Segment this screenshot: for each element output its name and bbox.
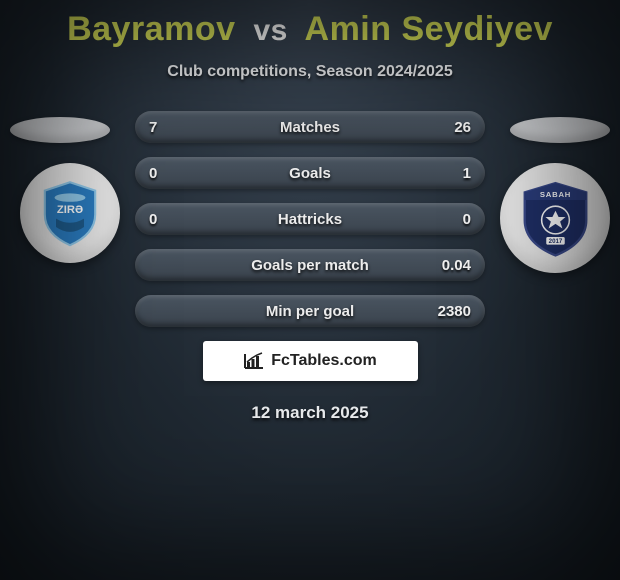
svg-text:ZIRƏ: ZIRƏ <box>57 204 83 216</box>
stat-right-value: 26 <box>431 119 471 136</box>
brand-text: FcTables.com <box>271 352 377 370</box>
stat-left-value: 7 <box>149 119 189 136</box>
vs-label: vs <box>253 14 287 47</box>
comparison-content: ZIRƏ SABAH 2017 7 Matches 26 0 Goals 1 0… <box>0 111 620 423</box>
brand-banner: FcTables.com <box>203 341 418 381</box>
zire-shield-icon: ZIRƏ <box>35 178 105 248</box>
stat-right-value: 0.04 <box>431 257 471 274</box>
stat-row: 0 Goals 1 <box>135 157 485 189</box>
date-label: 12 march 2025 <box>0 403 620 423</box>
player1-silhouette <box>10 117 110 143</box>
stat-row: Goals per match 0.04 <box>135 249 485 281</box>
stat-row: Min per goal 2380 <box>135 295 485 327</box>
svg-text:SABAH: SABAH <box>539 189 570 198</box>
headline: Bayramov vs Amin Seydiyev <box>0 0 620 49</box>
stat-right-value: 1 <box>431 165 471 182</box>
stat-right-value: 2380 <box>431 303 471 320</box>
player2-silhouette <box>510 117 610 143</box>
stat-right-value: 0 <box>431 211 471 228</box>
team-left-badge: ZIRƏ <box>20 163 120 263</box>
stat-left-value: 0 <box>149 165 189 182</box>
player2-name: Amin Seydiyev <box>305 10 553 48</box>
svg-text:2017: 2017 <box>548 238 562 245</box>
stat-left-value: 0 <box>149 211 189 228</box>
stat-row: 7 Matches 26 <box>135 111 485 143</box>
chart-icon <box>243 352 265 370</box>
team-right-badge: SABAH 2017 <box>500 163 610 273</box>
stat-bars: 7 Matches 26 0 Goals 1 0 Hattricks 0 Goa… <box>135 111 485 327</box>
sabah-shield-icon: SABAH 2017 <box>517 180 594 257</box>
stat-row: 0 Hattricks 0 <box>135 203 485 235</box>
subtitle: Club competitions, Season 2024/2025 <box>0 63 620 81</box>
player1-name: Bayramov <box>67 10 235 48</box>
